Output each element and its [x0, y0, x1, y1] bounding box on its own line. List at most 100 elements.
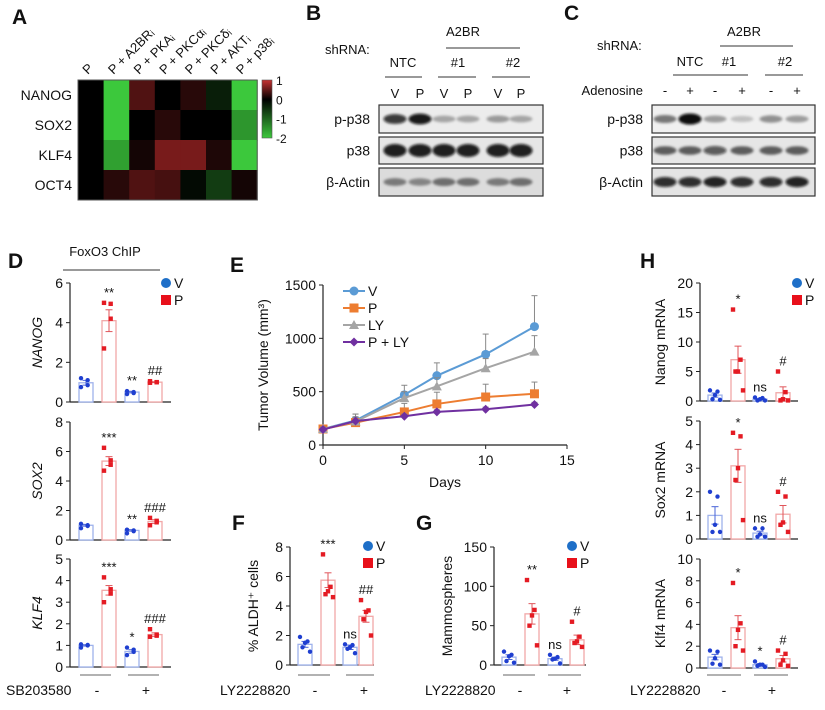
y-axis-label: % ALDH⁺ cells — [245, 560, 261, 652]
treatment-label: LY2228820 — [630, 682, 701, 698]
data-point — [501, 649, 507, 654]
heatmap-column-label: P — [79, 60, 96, 77]
data-point — [361, 617, 366, 622]
lane-label: + — [738, 83, 746, 98]
y-axis-label: Tumor Volume (mm³) — [255, 299, 271, 431]
heatmap-border — [77, 79, 258, 201]
significance-label: ns — [343, 626, 357, 641]
data-point — [349, 320, 359, 329]
data-point — [147, 634, 153, 639]
significance-label: ### — [144, 500, 166, 515]
legend-label: V — [174, 275, 184, 291]
treatment-sign: - — [722, 682, 727, 698]
legend: VP — [567, 538, 590, 571]
y-tick-label: 1 — [685, 507, 693, 523]
data-point — [755, 398, 760, 403]
legend-v-marker — [567, 541, 577, 551]
legend-p-marker — [161, 295, 171, 305]
data-point — [432, 407, 442, 417]
y-axis-label: KLF4 — [29, 596, 45, 630]
data-point — [78, 526, 84, 531]
y-tick-label: 1500 — [285, 277, 316, 293]
data-point — [328, 584, 333, 590]
data-point — [710, 529, 715, 535]
bar-chart-D: 0 2 4 6 NANOG ** ** ## — [29, 275, 171, 410]
data-point — [762, 398, 768, 403]
y-axis-label: Mammospheres — [439, 556, 455, 656]
legend-label: P + LY — [368, 334, 410, 350]
data-point — [78, 645, 84, 650]
chip-header: FoxO3 ChIP — [69, 244, 141, 259]
data-point — [785, 529, 791, 535]
blot-band — [408, 144, 432, 157]
heatmap-cell — [231, 140, 258, 171]
data-point — [481, 404, 491, 414]
blot-band — [509, 178, 533, 186]
data-point — [717, 529, 723, 535]
data-point — [78, 642, 84, 647]
treatment-sign: - — [95, 682, 100, 698]
data-point — [740, 648, 746, 653]
blot-band — [383, 114, 407, 124]
y-tick-label: 2 — [55, 503, 63, 519]
data-point — [524, 577, 530, 583]
data-point — [131, 390, 136, 396]
blot-band — [759, 176, 783, 188]
data-point — [108, 458, 113, 463]
blot-band — [678, 146, 702, 155]
y-tick-label: 0 — [275, 657, 283, 673]
data-point — [529, 322, 539, 332]
significance-label: * — [735, 565, 740, 580]
bar — [147, 381, 163, 403]
y-tick-label: 8 — [275, 539, 283, 555]
western-blot-C: shRNA: A2BR NTC #1 #2 Adenosine - + - + - + p-p38 p38… — [582, 24, 816, 197]
bar-chart-F: 0 2 4 6 8 % ALDH⁺ cells *** ns ## — [245, 536, 374, 673]
heatmap-cell — [180, 80, 207, 111]
y-tick-label: 6 — [55, 444, 63, 460]
blot-band — [432, 178, 456, 186]
blot-row-label: p38 — [347, 143, 371, 159]
a2br-group-label: A2BR — [727, 24, 761, 39]
data-point — [547, 652, 553, 657]
legend-p-marker — [792, 295, 802, 305]
treatment-sign: - — [313, 682, 318, 698]
heatmap-cell — [78, 80, 105, 111]
significance-label: # — [573, 604, 581, 619]
heatmap-row-label: OCT4 — [35, 177, 73, 193]
data-point — [780, 397, 786, 402]
y-tick-label: 2 — [685, 638, 693, 654]
heatmap-cell — [103, 170, 130, 201]
data-point — [574, 639, 580, 644]
significance-label: ** — [527, 562, 537, 577]
data-point — [733, 477, 738, 483]
data-point — [785, 663, 791, 669]
data-point — [78, 521, 84, 526]
legend: VP — [161, 275, 184, 308]
y-tick-label: 0 — [308, 437, 316, 453]
panel-label: E — [230, 254, 244, 277]
data-point — [717, 397, 723, 403]
y-tick-label: 2 — [275, 628, 283, 644]
data-point — [147, 380, 153, 385]
series-p-ly — [318, 399, 539, 435]
data-point — [755, 534, 760, 539]
heatmap-cell — [206, 110, 233, 141]
significance-label: ** — [127, 512, 137, 527]
data-point — [785, 398, 791, 403]
blot-row-label: β-Actin — [599, 174, 643, 190]
y-tick-label: 5 — [685, 364, 693, 380]
data-point — [85, 523, 90, 529]
y-tick-label: 0 — [479, 657, 487, 673]
shrna-group-label: NTC — [390, 55, 417, 70]
data-point — [529, 346, 540, 356]
y-axis-label: Klf4 mRNA — [652, 578, 668, 648]
data-point — [399, 393, 410, 403]
y-tick-label: 500 — [293, 384, 317, 400]
treatment-sign: - — [518, 682, 523, 698]
data-point — [730, 580, 736, 586]
significance-label: # — [779, 354, 787, 369]
data-point — [297, 634, 303, 640]
data-point — [730, 430, 736, 435]
significance-label: # — [779, 633, 787, 648]
